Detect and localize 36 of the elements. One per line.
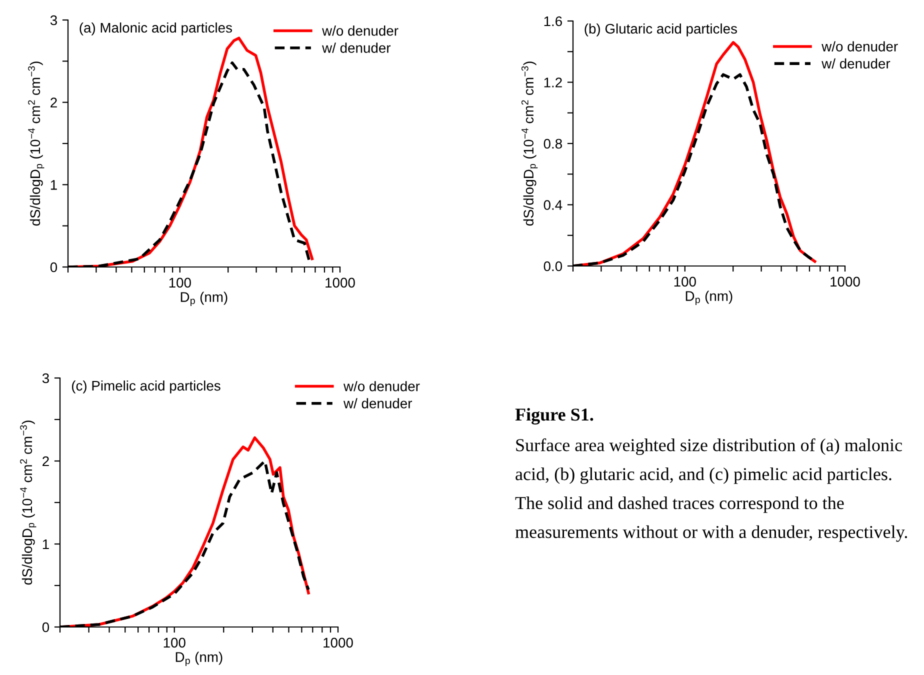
x-tick-label: 100 bbox=[164, 638, 186, 648]
y-tick-label: 3 bbox=[50, 15, 57, 26]
x-axis-title: D$_{p}$ (nm) bbox=[176, 652, 222, 666]
y-tick-label: 1 bbox=[42, 539, 49, 550]
legend-label: w/ denuder bbox=[322, 42, 391, 53]
legend-label: w/o denuder bbox=[322, 26, 398, 36]
chart-title: (c) Pimelic acid particles bbox=[72, 380, 220, 394]
y-tick-label: 0.8 bbox=[544, 138, 562, 149]
text: dS/dlogD$_{p}$ (10$^{−4}$ cm$^{2}$ cm$^{−3}$) bbox=[28, 62, 44, 226]
y-tick-label: 1.6 bbox=[544, 16, 562, 26]
chart-title: (b) Glutaric acid particles bbox=[584, 23, 737, 36]
caption: Figure S1. bbox=[515, 408, 594, 425]
x-tick-label: 100 bbox=[169, 278, 191, 288]
legend-label: w/ denuder bbox=[344, 398, 412, 408]
legend-label: w/o denuder bbox=[822, 41, 898, 52]
x-tick-label: 1000 bbox=[326, 278, 355, 288]
x-axis-title: D$_{p}$ (nm) bbox=[686, 290, 732, 306]
y-tick-label: 2 bbox=[50, 98, 57, 108]
y-tick-label: 0 bbox=[50, 262, 58, 272]
y-tick-label: 1.2 bbox=[544, 78, 562, 88]
text: dS/dlogD$_{p}$ (10$^{−4}$ cm$^{2}$ cm$^{−3}$) bbox=[20, 420, 36, 585]
y-tick-label: 0.4 bbox=[544, 200, 562, 210]
x-tick-label: 100 bbox=[674, 276, 696, 287]
x-tick-label: 1000 bbox=[830, 276, 860, 287]
y-tick-label: 3 bbox=[42, 373, 49, 384]
x-tick-label: 1000 bbox=[324, 638, 353, 648]
x-axis-title: D$_{p}$ (nm) bbox=[180, 292, 228, 306]
y-tick-label: 0 bbox=[42, 622, 50, 632]
y-tick-label: 0.0 bbox=[544, 261, 562, 272]
y-tick-label: 2 bbox=[42, 456, 49, 466]
text: Surface area weighted size distribution of (a) malonic acid, (b) glutaric acid, and (c) pimelic acid particles. The solid and dashed traces correspond to the measurements without or with a denuder, respectively. bbox=[515, 438, 908, 542]
chart-title: (a) Malonic acid particles bbox=[80, 22, 232, 36]
text: dS/dlogD$_{p}$ (10$^{−4}$ cm$^{2}$ cm$^{−3}$) bbox=[521, 62, 538, 226]
legend-label: w/ denuder bbox=[822, 58, 890, 69]
legend-label: w/o denuder bbox=[344, 381, 420, 392]
y-tick-label: 1 bbox=[50, 180, 57, 190]
